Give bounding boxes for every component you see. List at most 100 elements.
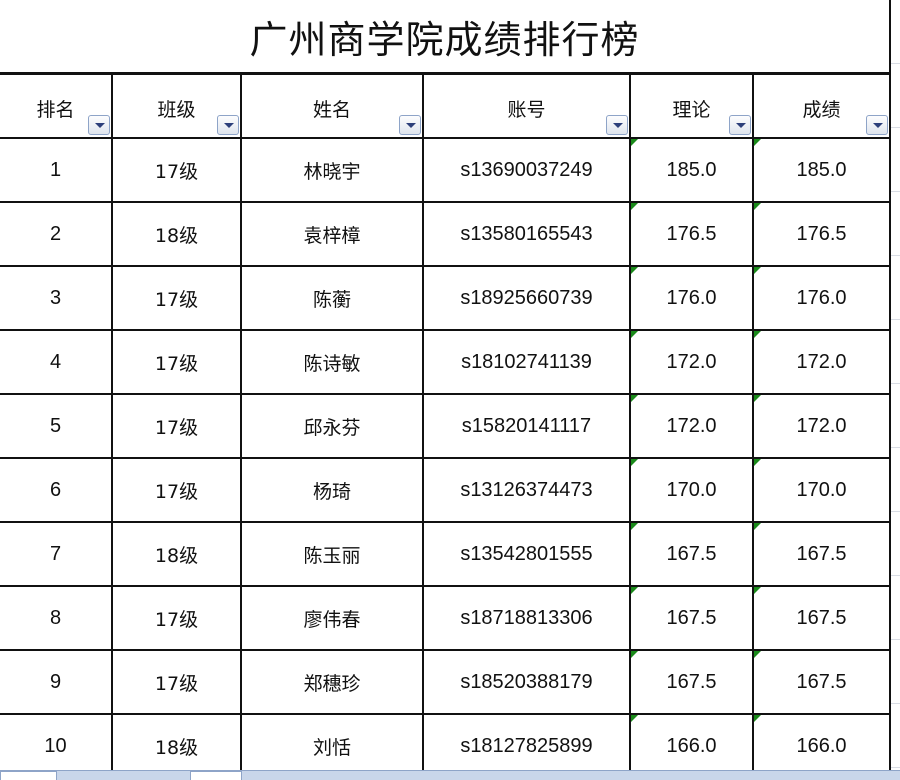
cell-score[interactable]: 170.0 xyxy=(752,457,891,523)
sheet-title: 广州商学院成绩排行榜 xyxy=(0,0,891,74)
cell-rank[interactable]: 9 xyxy=(0,649,113,715)
header-theory: 理论 xyxy=(629,73,754,139)
table-row: 6 17级 杨琦 s13126374473 170.0 170.0 xyxy=(0,457,891,523)
header-rank: 排名 xyxy=(0,73,113,139)
table-row: 9 17级 郑穗珍 s18520388179 167.5 167.5 xyxy=(0,649,891,715)
header-account: 账号 xyxy=(422,73,631,139)
number-as-text-marker-icon xyxy=(631,715,638,722)
table-row: 1 17级 林晓宇 s13690037249 185.0 185.0 xyxy=(0,137,891,203)
cell-rank[interactable]: 10 xyxy=(0,713,113,779)
cell-rank[interactable]: 7 xyxy=(0,521,113,587)
cell-account[interactable]: s13580165543 xyxy=(422,201,631,267)
number-as-text-marker-icon xyxy=(754,139,761,146)
sheet-tab[interactable] xyxy=(0,771,57,780)
cell-account[interactable]: s18102741139 xyxy=(422,329,631,395)
cell-score[interactable]: 185.0 xyxy=(752,137,891,203)
cell-rank[interactable]: 3 xyxy=(0,265,113,331)
cell-name[interactable]: 林晓宇 xyxy=(240,137,424,203)
cell-theory[interactable]: 167.5 xyxy=(629,521,754,587)
cell-rank[interactable]: 8 xyxy=(0,585,113,651)
cell-name[interactable]: 袁梓樟 xyxy=(240,201,424,267)
cell-theory[interactable]: 172.0 xyxy=(629,393,754,459)
cell-name[interactable]: 陈蘅 xyxy=(240,265,424,331)
cell-name[interactable]: 陈诗敏 xyxy=(240,329,424,395)
cell-rank[interactable]: 5 xyxy=(0,393,113,459)
number-as-text-marker-icon xyxy=(754,651,761,658)
number-as-text-marker-icon xyxy=(754,587,761,594)
cell-name[interactable]: 廖伟春 xyxy=(240,585,424,651)
table-row: 7 18级 陈玉丽 s13542801555 167.5 167.5 xyxy=(0,521,891,587)
sheet-tab[interactable] xyxy=(190,771,242,780)
cell-score[interactable]: 167.5 xyxy=(752,521,891,587)
cell-class[interactable]: 17级 xyxy=(111,329,242,395)
cell-rank[interactable]: 6 xyxy=(0,457,113,523)
cell-theory[interactable]: 170.0 xyxy=(629,457,754,523)
cell-account[interactable]: s18520388179 xyxy=(422,649,631,715)
table-row: 5 17级 邱永芬 s15820141117 172.0 172.0 xyxy=(0,393,891,459)
number-as-text-marker-icon xyxy=(631,523,638,530)
cell-class[interactable]: 17级 xyxy=(111,393,242,459)
cell-rank[interactable]: 4 xyxy=(0,329,113,395)
cell-account[interactable]: s13690037249 xyxy=(422,137,631,203)
cell-class[interactable]: 18级 xyxy=(111,521,242,587)
cell-theory[interactable]: 176.5 xyxy=(629,201,754,267)
number-as-text-marker-icon xyxy=(754,203,761,210)
cell-name[interactable]: 郑穗珍 xyxy=(240,649,424,715)
filter-dropdown-icon[interactable] xyxy=(217,115,239,135)
table-row: 2 18级 袁梓樟 s13580165543 176.5 176.5 xyxy=(0,201,891,267)
cell-account[interactable]: s18925660739 xyxy=(422,265,631,331)
cell-account[interactable]: s13126374473 xyxy=(422,457,631,523)
table-row: 4 17级 陈诗敏 s18102741139 172.0 172.0 xyxy=(0,329,891,395)
cell-class[interactable]: 17级 xyxy=(111,649,242,715)
sheet-tab-bar xyxy=(0,770,900,780)
table-row: 3 17级 陈蘅 s18925660739 176.0 176.0 xyxy=(0,265,891,331)
cell-theory[interactable]: 172.0 xyxy=(629,329,754,395)
cell-class[interactable]: 17级 xyxy=(111,137,242,203)
number-as-text-marker-icon xyxy=(631,587,638,594)
number-as-text-marker-icon xyxy=(754,715,761,722)
filter-dropdown-icon[interactable] xyxy=(866,115,888,135)
cell-theory[interactable]: 167.5 xyxy=(629,585,754,651)
cell-name[interactable]: 邱永芬 xyxy=(240,393,424,459)
cell-account[interactable]: s18718813306 xyxy=(422,585,631,651)
table-row: 10 18级 刘恬 s18127825899 166.0 166.0 xyxy=(0,713,891,779)
filter-dropdown-icon[interactable] xyxy=(399,115,421,135)
ranking-table: 排名 班级 姓名 账号 理论 成绩 1 17级 林晓宇 s13690037249 185… xyxy=(0,73,891,779)
cell-rank[interactable]: 2 xyxy=(0,201,113,267)
cell-class[interactable]: 18级 xyxy=(111,201,242,267)
number-as-text-marker-icon xyxy=(631,267,638,274)
cell-name[interactable]: 刘恬 xyxy=(240,713,424,779)
cell-theory[interactable]: 167.5 xyxy=(629,649,754,715)
cell-account[interactable]: s18127825899 xyxy=(422,713,631,779)
cell-score[interactable]: 176.0 xyxy=(752,265,891,331)
cell-theory[interactable]: 176.0 xyxy=(629,265,754,331)
cell-score[interactable]: 167.5 xyxy=(752,585,891,651)
sheet-gridlines xyxy=(890,0,900,779)
header-name: 姓名 xyxy=(240,73,424,139)
cell-rank[interactable]: 1 xyxy=(0,137,113,203)
cell-theory[interactable]: 166.0 xyxy=(629,713,754,779)
cell-class[interactable]: 17级 xyxy=(111,585,242,651)
cell-theory[interactable]: 185.0 xyxy=(629,137,754,203)
number-as-text-marker-icon xyxy=(631,459,638,466)
number-as-text-marker-icon xyxy=(631,395,638,402)
cell-account[interactable]: s15820141117 xyxy=(422,393,631,459)
cell-class[interactable]: 17级 xyxy=(111,457,242,523)
cell-score[interactable]: 172.0 xyxy=(752,393,891,459)
cell-class[interactable]: 18级 xyxy=(111,713,242,779)
number-as-text-marker-icon xyxy=(631,331,638,338)
number-as-text-marker-icon xyxy=(754,459,761,466)
cell-name[interactable]: 陈玉丽 xyxy=(240,521,424,587)
number-as-text-marker-icon xyxy=(754,331,761,338)
cell-score[interactable]: 166.0 xyxy=(752,713,891,779)
cell-score[interactable]: 176.5 xyxy=(752,201,891,267)
cell-score[interactable]: 172.0 xyxy=(752,329,891,395)
filter-dropdown-icon[interactable] xyxy=(729,115,751,135)
cell-account[interactable]: s13542801555 xyxy=(422,521,631,587)
filter-dropdown-icon[interactable] xyxy=(606,115,628,135)
cell-name[interactable]: 杨琦 xyxy=(240,457,424,523)
cell-score[interactable]: 167.5 xyxy=(752,649,891,715)
cell-class[interactable]: 17级 xyxy=(111,265,242,331)
filter-dropdown-icon[interactable] xyxy=(88,115,110,135)
